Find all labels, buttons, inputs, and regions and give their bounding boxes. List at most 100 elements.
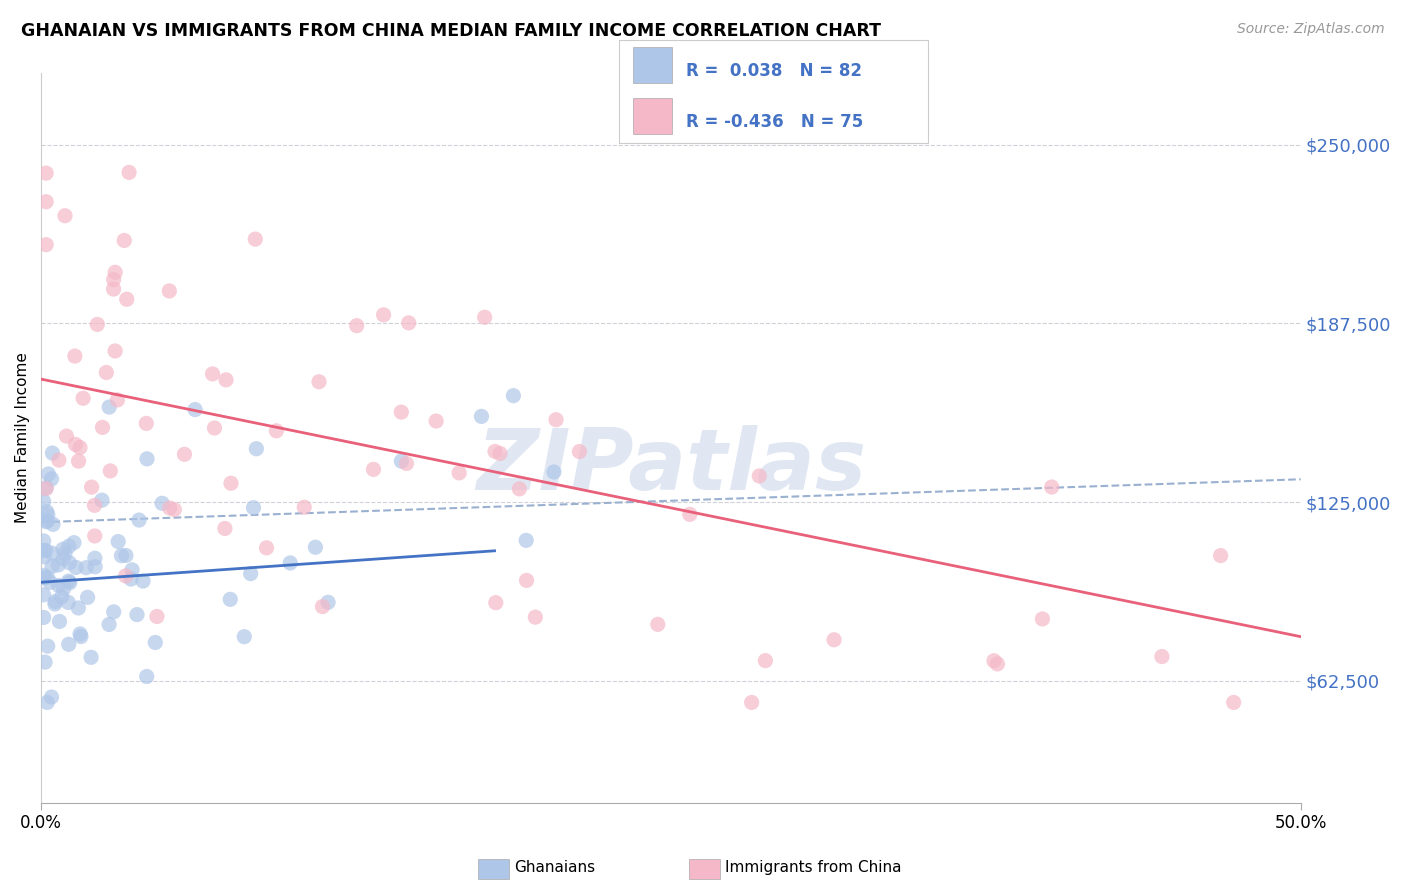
- Point: [543, 465, 565, 479]
- Point: [515, 533, 537, 548]
- Text: Ghanaians: Ghanaians: [515, 860, 596, 874]
- Point: [52, 582, 75, 596]
- Point: [35, 515, 58, 529]
- Point: [219, 592, 242, 607]
- Point: [37, 508, 59, 522]
- Point: [65, 437, 87, 451]
- Point: [34, 655, 56, 669]
- Point: [90, 493, 112, 508]
- Point: [84, 559, 107, 574]
- Point: [98, 617, 121, 632]
- Point: [544, 413, 567, 427]
- Point: [35, 480, 58, 494]
- Point: [104, 343, 127, 358]
- Point: [39, 575, 62, 590]
- Point: [48, 578, 70, 592]
- Point: [1222, 696, 1244, 710]
- Point: [69, 441, 91, 455]
- Point: [32, 588, 55, 602]
- Point: [120, 572, 142, 586]
- Point: [157, 284, 180, 298]
- Point: [112, 234, 135, 248]
- Point: [48, 453, 70, 467]
- Point: [115, 292, 138, 306]
- Point: [741, 696, 763, 710]
- Text: Immigrants from China: Immigrants from China: [725, 860, 903, 874]
- Point: [91, 420, 114, 434]
- Point: [110, 549, 132, 563]
- Point: [55, 429, 77, 443]
- Point: [44, 597, 66, 611]
- Point: [118, 165, 141, 179]
- Point: [37, 467, 59, 481]
- Point: [132, 574, 155, 588]
- Point: [37, 570, 59, 584]
- Point: [107, 534, 129, 549]
- Point: [748, 469, 770, 483]
- Point: [163, 502, 186, 516]
- Point: [32, 533, 55, 548]
- Point: [389, 405, 412, 419]
- Point: [83, 499, 105, 513]
- Point: [75, 560, 97, 574]
- Point: [59, 575, 82, 590]
- Text: R =  0.038   N = 82: R = 0.038 N = 82: [686, 62, 862, 80]
- Point: [115, 549, 138, 563]
- Point: [1031, 612, 1053, 626]
- Point: [986, 657, 1008, 671]
- Point: [266, 424, 288, 438]
- Point: [44, 594, 66, 608]
- Point: [86, 318, 108, 332]
- Point: [502, 389, 524, 403]
- Point: [58, 595, 80, 609]
- Text: Source: ZipAtlas.com: Source: ZipAtlas.com: [1237, 22, 1385, 37]
- Point: [35, 482, 58, 496]
- Point: [292, 500, 315, 515]
- Point: [135, 669, 157, 683]
- Point: [41, 446, 63, 460]
- Point: [37, 514, 59, 528]
- Point: [647, 617, 669, 632]
- Point: [35, 237, 58, 252]
- Point: [34, 543, 56, 558]
- Point: [425, 414, 447, 428]
- Text: R = -0.436   N = 75: R = -0.436 N = 75: [686, 113, 863, 131]
- Point: [214, 521, 236, 535]
- Point: [53, 546, 76, 560]
- Point: [103, 272, 125, 286]
- Point: [239, 566, 262, 581]
- Point: [568, 444, 591, 458]
- Point: [128, 513, 150, 527]
- Point: [311, 599, 333, 614]
- Point: [679, 508, 702, 522]
- Point: [105, 392, 128, 407]
- Point: [256, 541, 278, 555]
- Text: GHANAIAN VS IMMIGRANTS FROM CHINA MEDIAN FAMILY INCOME CORRELATION CHART: GHANAIAN VS IMMIGRANTS FROM CHINA MEDIAN…: [21, 22, 882, 40]
- Point: [1150, 649, 1173, 664]
- Point: [58, 637, 80, 651]
- Point: [32, 494, 55, 508]
- Point: [32, 549, 55, 564]
- Point: [98, 400, 121, 414]
- Point: [508, 482, 530, 496]
- Point: [125, 607, 148, 622]
- Point: [470, 409, 492, 424]
- Point: [42, 517, 65, 532]
- Point: [395, 457, 418, 471]
- Point: [204, 421, 226, 435]
- Point: [41, 690, 63, 704]
- Point: [146, 609, 169, 624]
- Point: [515, 574, 537, 588]
- Point: [63, 349, 86, 363]
- Point: [150, 496, 173, 510]
- Point: [98, 464, 121, 478]
- Point: [32, 610, 55, 624]
- Point: [754, 654, 776, 668]
- Point: [35, 194, 58, 209]
- Point: [80, 650, 103, 665]
- Point: [485, 596, 508, 610]
- Point: [41, 472, 63, 486]
- Point: [136, 451, 159, 466]
- Point: [70, 630, 93, 644]
- Point: [52, 542, 75, 557]
